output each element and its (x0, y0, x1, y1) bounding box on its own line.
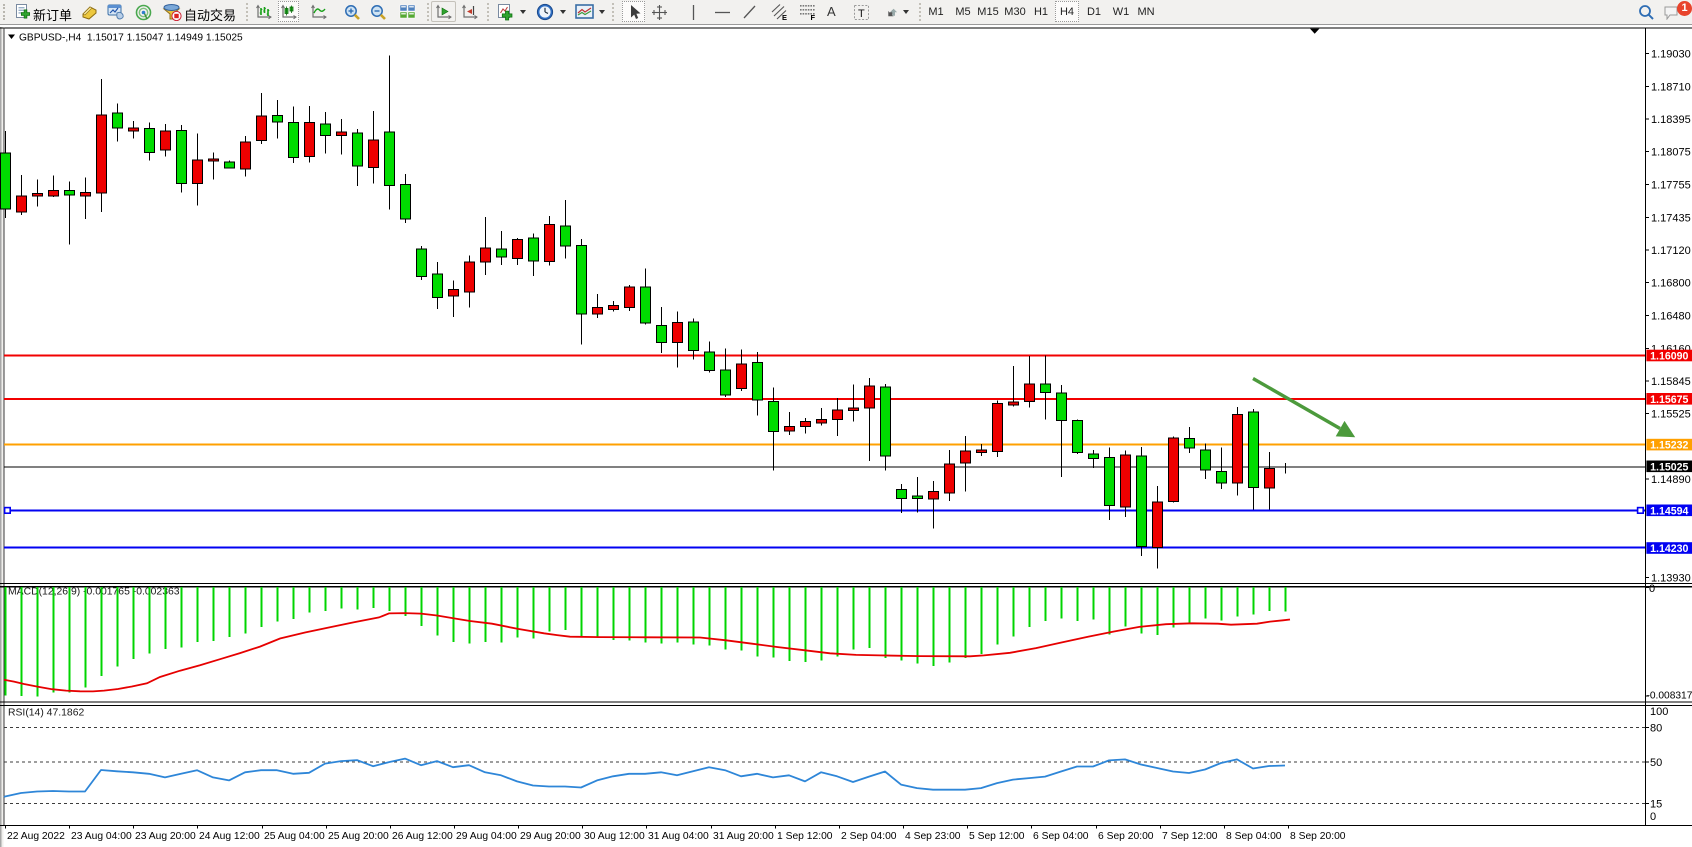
svg-text:25 Aug 20:00: 25 Aug 20:00 (328, 831, 389, 842)
svg-text:1.15525: 1.15525 (1651, 409, 1691, 421)
svg-text:0: 0 (1650, 811, 1656, 823)
svg-text:1.14230: 1.14230 (1650, 543, 1688, 555)
svg-text:1.14890: 1.14890 (1651, 474, 1691, 486)
svg-text:1.18075: 1.18075 (1651, 147, 1691, 159)
svg-text:6 Sep 04:00: 6 Sep 04:00 (1033, 831, 1089, 842)
svg-text:29 Aug 20:00: 29 Aug 20:00 (520, 831, 581, 842)
svg-text:1 Sep 12:00: 1 Sep 12:00 (777, 831, 833, 842)
svg-text:1.15232: 1.15232 (1650, 440, 1688, 452)
svg-text:1.13930: 1.13930 (1651, 572, 1691, 584)
svg-text:1.18395: 1.18395 (1651, 114, 1691, 126)
svg-text:1.14594: 1.14594 (1650, 505, 1688, 517)
svg-text:T: T (858, 8, 865, 20)
svg-text:E: E (782, 13, 787, 21)
svg-text:-0.008317: -0.008317 (1647, 691, 1692, 702)
svg-text:29 Aug 04:00: 29 Aug 04:00 (456, 831, 517, 842)
svg-text:1.15675: 1.15675 (1650, 394, 1688, 406)
svg-text:24 Aug 12:00: 24 Aug 12:00 (199, 831, 260, 842)
svg-text:15: 15 (1650, 798, 1662, 810)
svg-text:1.19030: 1.19030 (1651, 49, 1691, 61)
svg-text:23 Aug 04:00: 23 Aug 04:00 (71, 831, 132, 842)
svg-text:1.15845: 1.15845 (1651, 376, 1691, 388)
svg-text:80: 80 (1650, 723, 1662, 735)
svg-text:F: F (811, 13, 816, 21)
svg-text:1.17755: 1.17755 (1651, 180, 1691, 192)
svg-text:4 Sep 23:00: 4 Sep 23:00 (905, 831, 961, 842)
svg-text:1.15025: 1.15025 (1650, 461, 1688, 473)
svg-text:1.16800: 1.16800 (1651, 278, 1691, 290)
svg-text:30 Aug 12:00: 30 Aug 12:00 (584, 831, 645, 842)
svg-text:50: 50 (1650, 757, 1662, 769)
svg-text:6 Sep 20:00: 6 Sep 20:00 (1098, 831, 1154, 842)
svg-text:GBPUSD-,H4 1.15017 1.15047 1.: GBPUSD-,H4 1.15017 1.15047 1.14949 1.150… (19, 33, 243, 44)
svg-text:8 Sep 20:00: 8 Sep 20:00 (1290, 831, 1346, 842)
svg-text:1.17120: 1.17120 (1651, 245, 1691, 257)
svg-text:MACD(12,26,9) -0.001765 -0.002: MACD(12,26,9) -0.001765 -0.002363 (8, 587, 180, 598)
svg-text:8 Sep 04:00: 8 Sep 04:00 (1226, 831, 1282, 842)
svg-text:23 Aug 20:00: 23 Aug 20:00 (135, 831, 196, 842)
svg-text:25 Aug 04:00: 25 Aug 04:00 (264, 831, 325, 842)
svg-text:7 Sep 12:00: 7 Sep 12:00 (1162, 831, 1218, 842)
svg-text:0: 0 (1649, 583, 1655, 595)
svg-text:31 Aug 20:00: 31 Aug 20:00 (713, 831, 774, 842)
svg-text:31 Aug 04:00: 31 Aug 04:00 (648, 831, 709, 842)
svg-text:2 Sep 04:00: 2 Sep 04:00 (841, 831, 897, 842)
svg-text:1.16090: 1.16090 (1650, 351, 1688, 363)
svg-text:22 Aug 2022: 22 Aug 2022 (7, 831, 65, 842)
svg-text:100: 100 (1650, 706, 1668, 718)
svg-text:1.16480: 1.16480 (1651, 311, 1691, 323)
svg-text:26 Aug 12:00: 26 Aug 12:00 (392, 831, 453, 842)
svg-text:1.17435: 1.17435 (1651, 212, 1691, 224)
svg-text:RSI(14) 47.1862: RSI(14) 47.1862 (8, 708, 84, 719)
svg-text:1.18710: 1.18710 (1651, 82, 1691, 94)
svg-text:5 Sep 12:00: 5 Sep 12:00 (969, 831, 1025, 842)
